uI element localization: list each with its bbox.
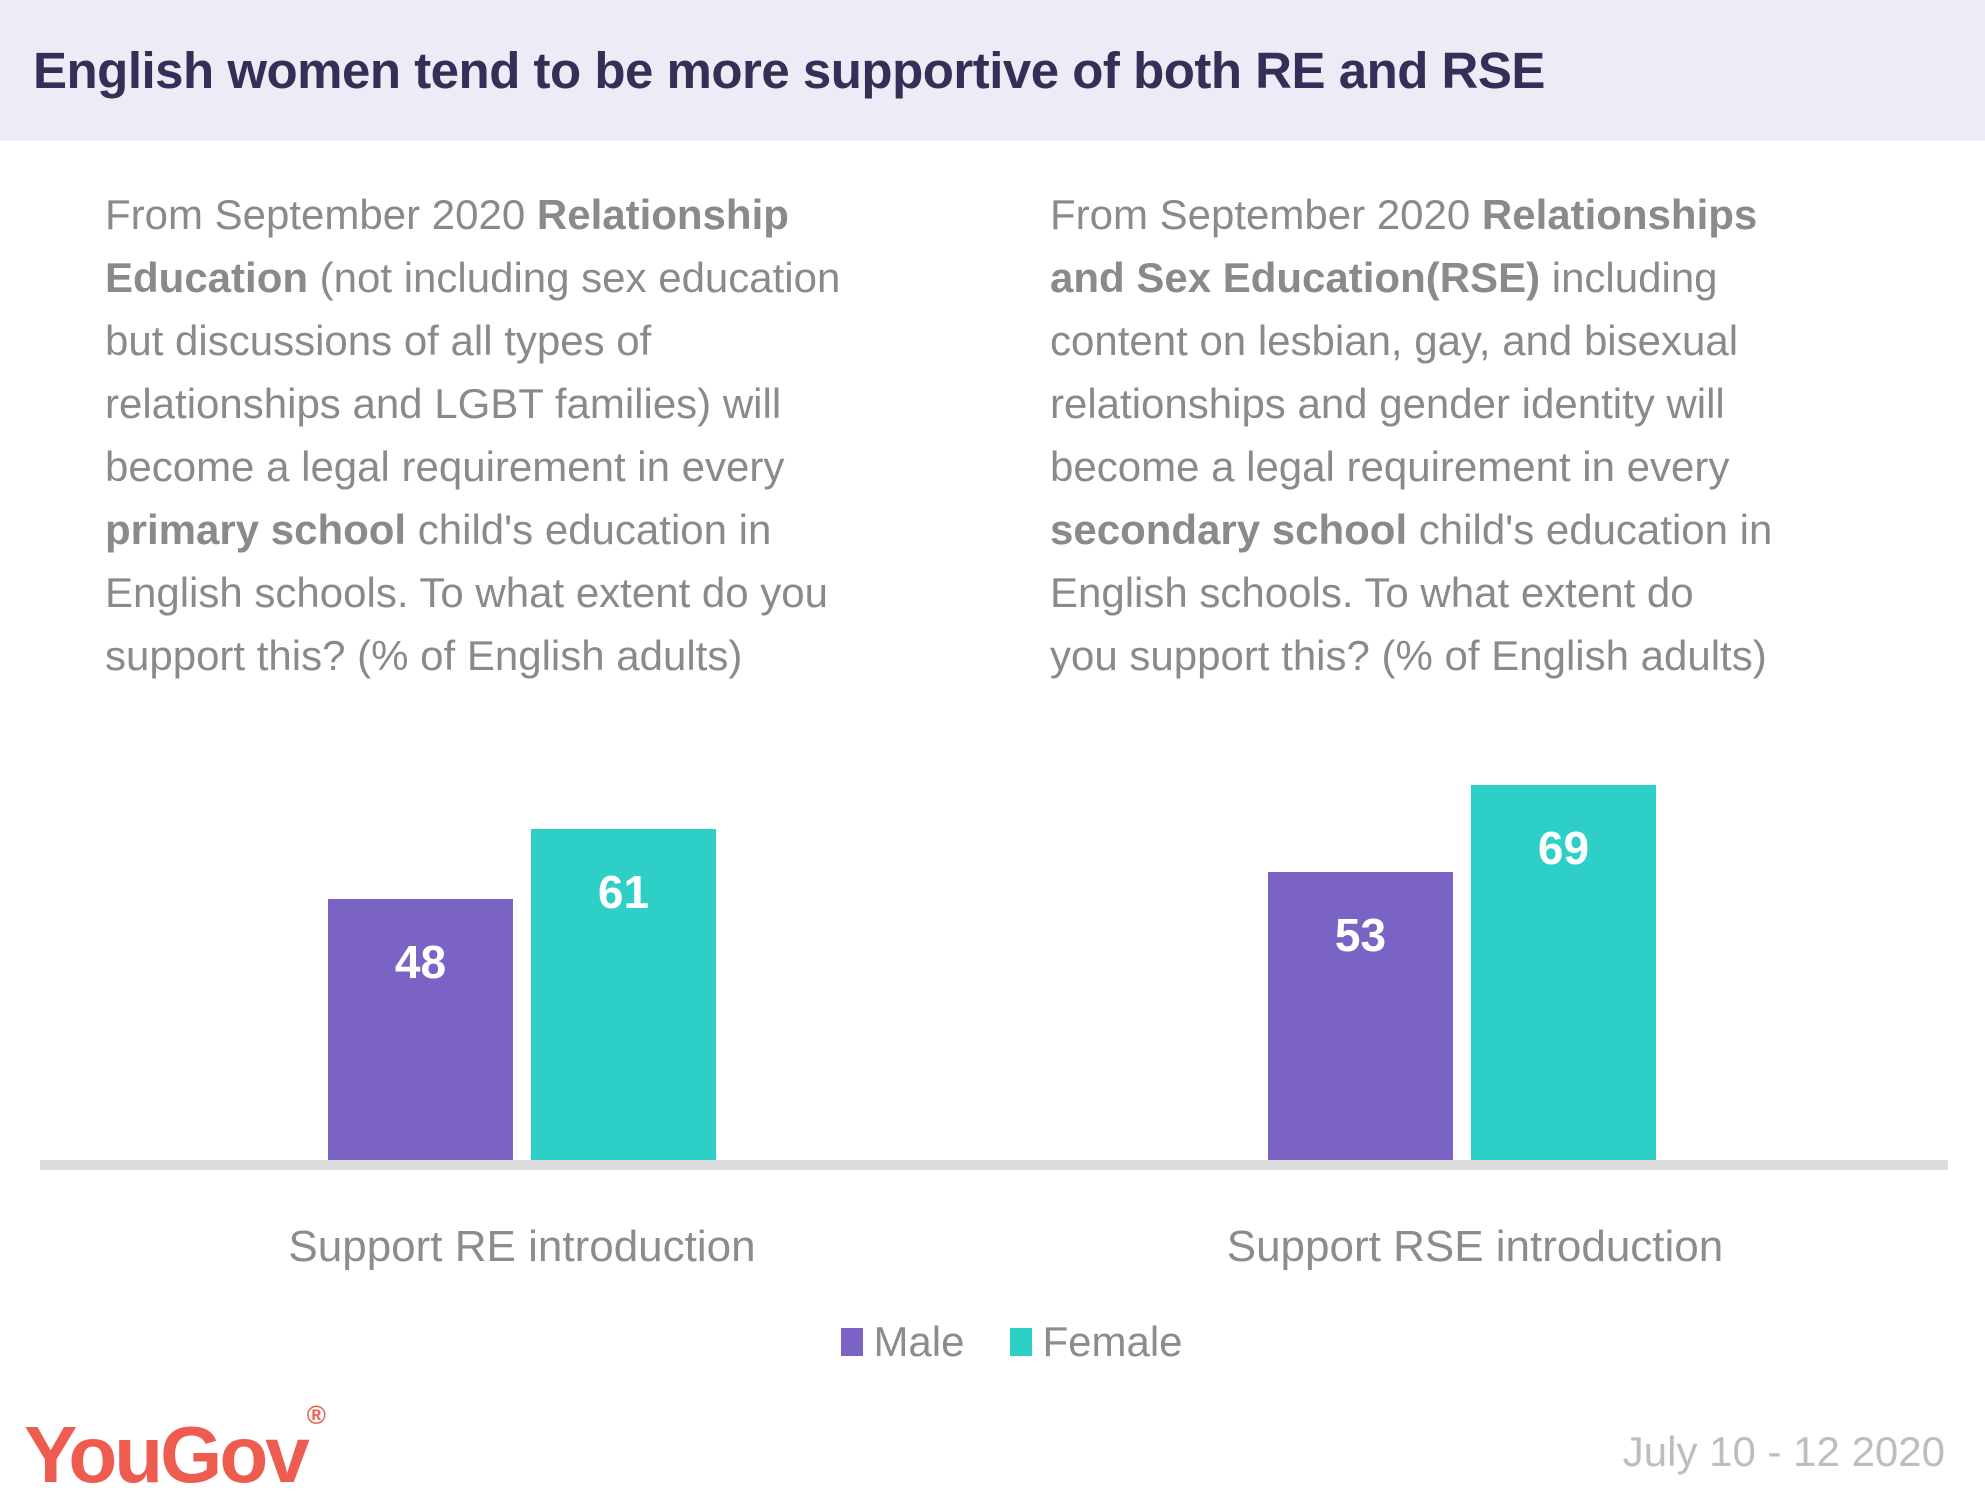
legend-label-female: Female bbox=[1042, 1318, 1183, 1365]
question-line: relationships and gender identity will bbox=[1050, 380, 1725, 427]
question-text-re: From September 2020 Relationship Educatio… bbox=[105, 183, 841, 687]
fieldwork-date: July 10 - 12 2020 bbox=[1622, 1428, 1945, 1475]
category-label-re: Support RE introduction bbox=[288, 1222, 756, 1271]
bar-value-label: 61 bbox=[597, 866, 650, 918]
male-color-swatch bbox=[841, 1328, 864, 1356]
question-line: Education (not including sex education bbox=[105, 254, 841, 301]
question-line: From September 2020 Relationships bbox=[1050, 191, 1758, 238]
question-line: support this? (% of English adults) bbox=[105, 632, 743, 679]
female-color-swatch bbox=[1010, 1328, 1033, 1356]
question-line: become a legal requirement in every bbox=[1050, 443, 1730, 490]
question-line: and Sex Education(RSE) including bbox=[1050, 254, 1718, 301]
legend-label-male: Male bbox=[873, 1318, 965, 1365]
category-label-rse: Support RSE introduction bbox=[1226, 1222, 1724, 1271]
bar-value-label: 53 bbox=[1334, 909, 1387, 961]
bar-male-re: 48 bbox=[328, 899, 513, 1160]
x-axis-line bbox=[40, 1160, 1948, 1170]
question-line: primary school child's education in bbox=[105, 506, 772, 553]
page-title: English women tend to be more supportive… bbox=[33, 42, 1545, 99]
question-line: become a legal requirement in every bbox=[105, 443, 785, 490]
legend: Male Female bbox=[39, 1318, 1985, 1366]
question-line: but discussions of all types of bbox=[105, 317, 652, 364]
question-line: From September 2020 Relationship bbox=[105, 191, 789, 238]
yougov-logo: YouGov® bbox=[24, 1402, 326, 1495]
question-line: English schools. To what extent do bbox=[1050, 569, 1694, 616]
header-band: English women tend to be more supportive… bbox=[0, 0, 1985, 141]
legend-item-male: Male bbox=[841, 1318, 964, 1366]
bar-female-rse: 69 bbox=[1471, 785, 1656, 1160]
question-line: relationships and LGBT families) will bbox=[105, 380, 782, 427]
question-line: secondary school child's education in bbox=[1050, 506, 1773, 553]
bar-male-rse: 53 bbox=[1268, 872, 1453, 1160]
registered-mark-icon: ® bbox=[306, 1400, 326, 1430]
bar-value-label: 48 bbox=[394, 936, 447, 988]
bar-female-re: 61 bbox=[531, 829, 716, 1160]
yougov-logo-text: YouGov bbox=[24, 1410, 310, 1499]
bar-value-label: 69 bbox=[1537, 822, 1590, 874]
question-text-rse: From September 2020 Relationships and Sex… bbox=[1050, 183, 1773, 687]
question-line: content on lesbian, gay, and bisexual bbox=[1050, 317, 1739, 364]
question-line: English schools. To what extent do you bbox=[105, 569, 829, 616]
question-line: you support this? (% of English adults) bbox=[1050, 632, 1767, 679]
legend-item-female: Female bbox=[1010, 1318, 1183, 1366]
